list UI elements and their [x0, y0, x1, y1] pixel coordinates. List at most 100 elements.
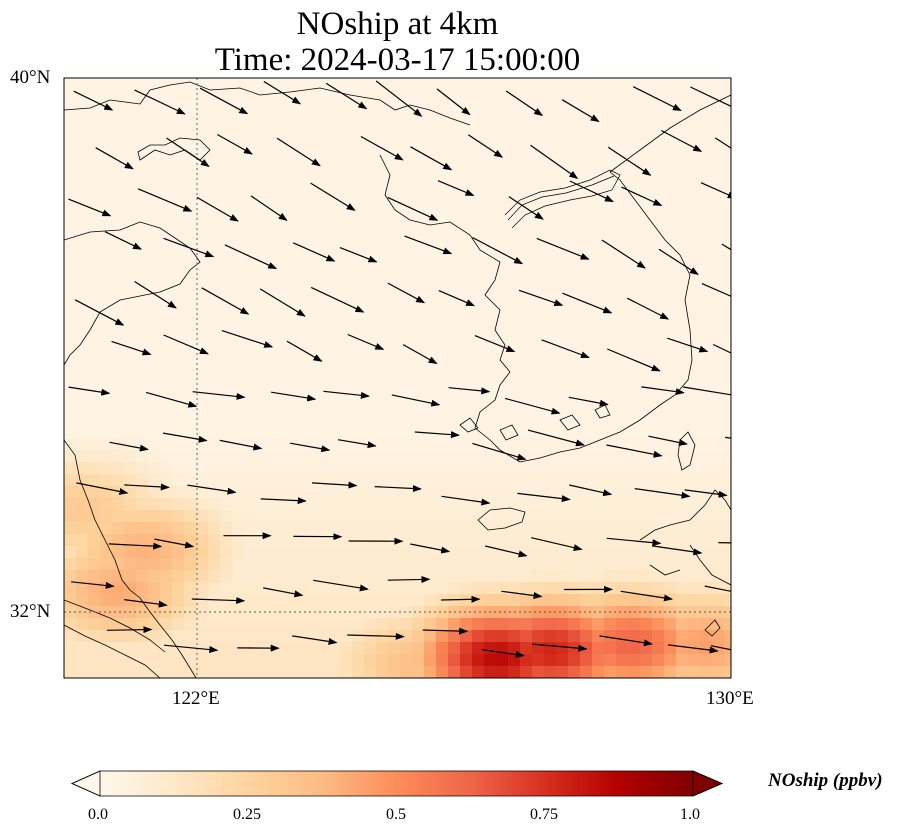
field-cell [160, 642, 173, 655]
field-cell [496, 474, 509, 487]
field-cell [352, 234, 365, 247]
field-cell [640, 630, 653, 643]
field-cell [532, 258, 545, 271]
field-cell [532, 570, 545, 583]
field-cell [196, 138, 209, 151]
field-cell [328, 210, 341, 223]
field-cell [208, 114, 221, 127]
field-cell [568, 150, 581, 163]
field-cell [484, 222, 497, 235]
field-cell [616, 498, 629, 511]
field-cell [616, 606, 629, 619]
field-cell [412, 186, 425, 199]
field-cell [376, 546, 389, 559]
field-cell [412, 150, 425, 163]
field-cell [316, 462, 329, 475]
field-cell [568, 246, 581, 259]
field-cell [244, 174, 257, 187]
field-cell [184, 162, 197, 175]
field-cell [244, 126, 257, 139]
field-cell [160, 378, 173, 391]
field-cell [532, 114, 545, 127]
field-cell [148, 102, 161, 115]
field-cell [376, 90, 389, 103]
field-cell [112, 294, 125, 307]
map-frame [63, 77, 732, 679]
field-cell [628, 210, 641, 223]
field-cell [220, 570, 233, 583]
field-cell [460, 522, 473, 535]
field-cell [256, 138, 269, 151]
field-cell [172, 582, 185, 595]
field-cell [520, 90, 533, 103]
field-cell [172, 438, 185, 451]
field-cell [448, 114, 461, 127]
field-cell [544, 378, 557, 391]
field-cell [676, 342, 689, 355]
field-cell [352, 378, 365, 391]
field-cell [292, 186, 305, 199]
field-cell [496, 618, 509, 631]
field-cell [268, 510, 281, 523]
field-cell [712, 138, 725, 151]
wind-arrow [163, 334, 209, 355]
field-cell [184, 294, 197, 307]
field-cell [292, 378, 305, 391]
field-cell [76, 354, 89, 367]
field-cell [124, 174, 137, 187]
field-cell [256, 390, 269, 403]
field-cell [448, 294, 461, 307]
field-cell [76, 666, 89, 678]
field-cell [460, 138, 473, 151]
field-cell [700, 114, 713, 127]
field-cell [532, 234, 545, 247]
field-cell [172, 306, 185, 319]
field-cell [460, 330, 473, 343]
field-cell [316, 150, 329, 163]
field-cell [616, 258, 629, 271]
field-cell [604, 246, 617, 259]
field-cell [64, 162, 77, 175]
field-cell [436, 162, 449, 175]
field-cell [268, 390, 281, 403]
field-cell [100, 186, 113, 199]
field-cell [364, 546, 377, 559]
field-cell [520, 102, 533, 115]
wind-arrow [162, 432, 208, 443]
field-cell [448, 282, 461, 295]
field-cell [232, 270, 245, 283]
field-cell [256, 114, 269, 127]
field-cell [712, 210, 725, 223]
field-cell [436, 414, 449, 427]
field-cell [256, 606, 269, 619]
field-cell [592, 378, 605, 391]
field-cell [592, 78, 605, 91]
field-cell [688, 486, 701, 499]
field-cell [352, 630, 365, 643]
field-cell [304, 78, 317, 91]
field-cell [340, 126, 353, 139]
field-cell [556, 462, 569, 475]
field-cell [316, 618, 329, 631]
field-cell [436, 510, 449, 523]
field-cell [472, 534, 485, 547]
field-cell [196, 258, 209, 271]
field-cell [400, 618, 413, 631]
field-cell [124, 306, 137, 319]
field-cell [172, 318, 185, 331]
field-cell [508, 294, 521, 307]
field-cell [232, 522, 245, 535]
field-cell [64, 318, 77, 331]
field-cell [148, 294, 161, 307]
field-cell [280, 366, 293, 379]
wind-arrow [684, 489, 728, 498]
field-cell [640, 282, 653, 295]
field-cell [340, 366, 353, 379]
field-cell [472, 294, 485, 307]
field-cell [400, 522, 413, 535]
field-cell [700, 462, 713, 475]
field-cell [376, 570, 389, 583]
field-cell [544, 234, 557, 247]
field-cell [352, 510, 365, 523]
field-cell [412, 294, 425, 307]
